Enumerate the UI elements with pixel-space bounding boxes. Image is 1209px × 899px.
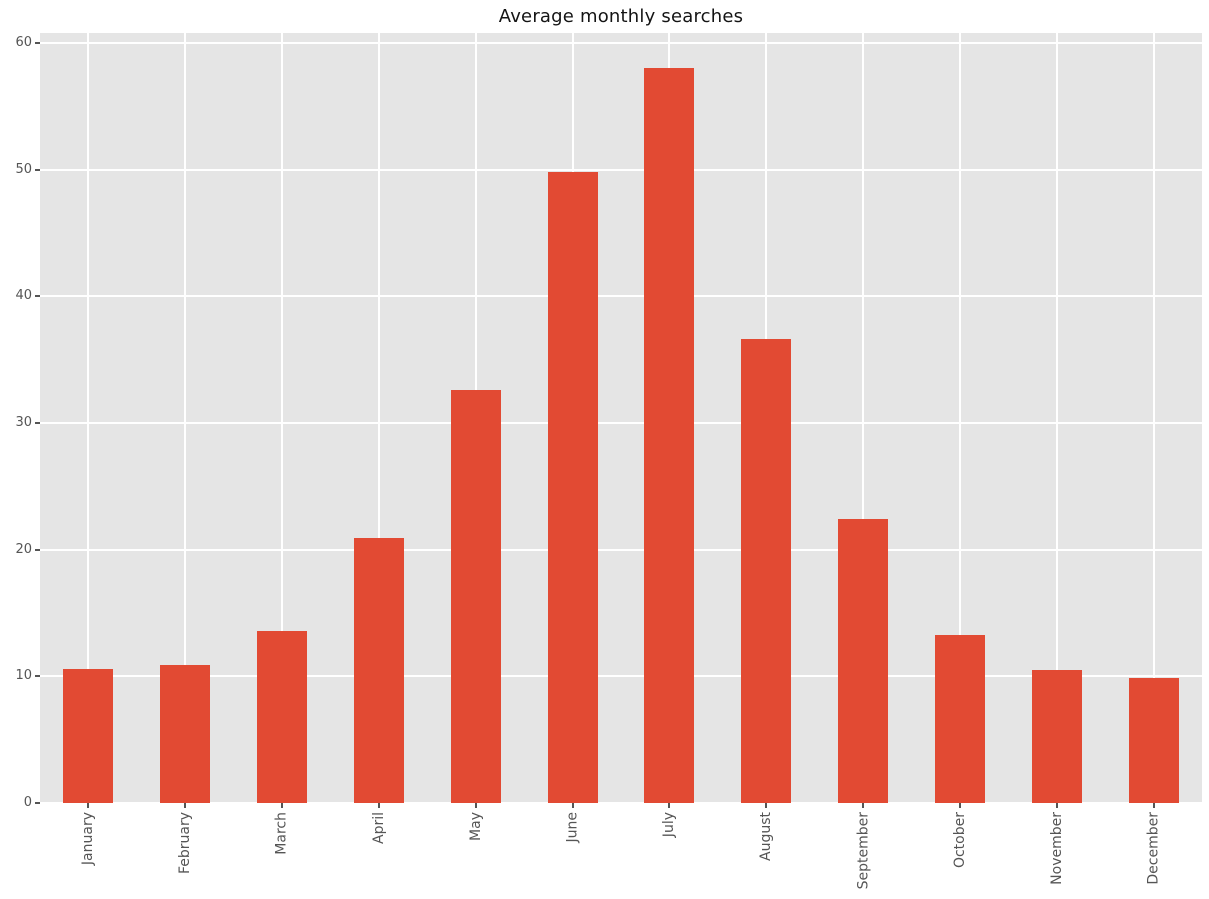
- x-tick-mark-november: [1055, 803, 1058, 808]
- x-tick-mark-april: [377, 803, 380, 808]
- y-gridline-50: [40, 168, 1202, 171]
- y-tick-label-0: 0: [23, 795, 32, 810]
- x-tick-mark-october: [958, 803, 961, 808]
- x-tick-mark-september: [862, 803, 865, 808]
- x-gridline-october: [958, 33, 961, 803]
- bar-july: [644, 68, 695, 803]
- bar-may: [450, 390, 501, 803]
- x-tick-label-july: July: [661, 812, 678, 838]
- y-gridline-0: [40, 802, 1202, 804]
- x-tick-mark-january: [87, 803, 90, 808]
- y-tick-label-40: 40: [15, 288, 32, 304]
- y-tick-mark-50: [35, 168, 40, 171]
- y-tick-mark-0: [35, 802, 40, 804]
- y-tick-label-20: 20: [15, 541, 32, 557]
- bar-december: [1128, 677, 1179, 803]
- y-gridline-30: [40, 422, 1202, 425]
- x-tick-mark-august: [765, 803, 768, 808]
- x-tick-label-february: February: [177, 812, 194, 875]
- x-tick-label-january: January: [80, 812, 97, 866]
- x-tick-mark-june: [571, 803, 574, 808]
- y-gridline-10: [40, 675, 1202, 678]
- y-gridline-60: [40, 42, 1202, 45]
- x-gridline-february: [184, 33, 187, 803]
- x-gridline-september: [862, 33, 865, 803]
- bar-october: [934, 634, 985, 803]
- y-tick-mark-30: [35, 422, 40, 425]
- bar-june: [547, 172, 598, 803]
- y-tick-mark-40: [35, 295, 40, 298]
- x-gridline-december: [1152, 33, 1155, 803]
- bar-march: [257, 630, 308, 803]
- bar-april: [353, 538, 404, 803]
- x-tick-label-december: December: [1145, 812, 1162, 885]
- x-gridline-april: [377, 33, 380, 803]
- x-tick-label-august: August: [758, 812, 775, 861]
- bar-january: [63, 668, 114, 803]
- x-tick-label-september: September: [855, 812, 872, 890]
- chart-title: Average monthly searches: [498, 6, 744, 27]
- y-tick-mark-20: [35, 548, 40, 551]
- x-tick-label-november: November: [1048, 812, 1065, 885]
- x-tick-label-march: March: [274, 812, 291, 855]
- y-tick-mark-10: [35, 675, 40, 678]
- y-tick-label-50: 50: [15, 161, 32, 177]
- bar-november: [1031, 670, 1082, 803]
- x-tick-mark-december: [1152, 803, 1155, 808]
- x-gridline-january: [87, 33, 90, 803]
- x-tick-label-june: June: [564, 812, 581, 843]
- bar-september: [838, 519, 889, 803]
- x-tick-label-april: April: [370, 812, 387, 844]
- x-tick-label-may: May: [467, 812, 484, 841]
- y-gridline-20: [40, 548, 1202, 551]
- x-tick-mark-may: [474, 803, 477, 808]
- y-gridline-40: [40, 295, 1202, 298]
- bar-february: [160, 664, 211, 803]
- bar-august: [741, 339, 792, 803]
- x-gridline-november: [1055, 33, 1058, 803]
- x-tick-mark-february: [184, 803, 187, 808]
- y-tick-label-60: 60: [15, 35, 32, 51]
- plot-area: [40, 33, 1202, 804]
- x-tick-label-october: October: [951, 812, 968, 869]
- y-tick-mark-60: [35, 42, 40, 45]
- y-tick-label-10: 10: [15, 668, 32, 684]
- y-tick-label-30: 30: [15, 415, 32, 431]
- x-tick-mark-july: [668, 803, 671, 808]
- x-tick-mark-march: [281, 803, 284, 808]
- x-gridline-march: [281, 33, 284, 803]
